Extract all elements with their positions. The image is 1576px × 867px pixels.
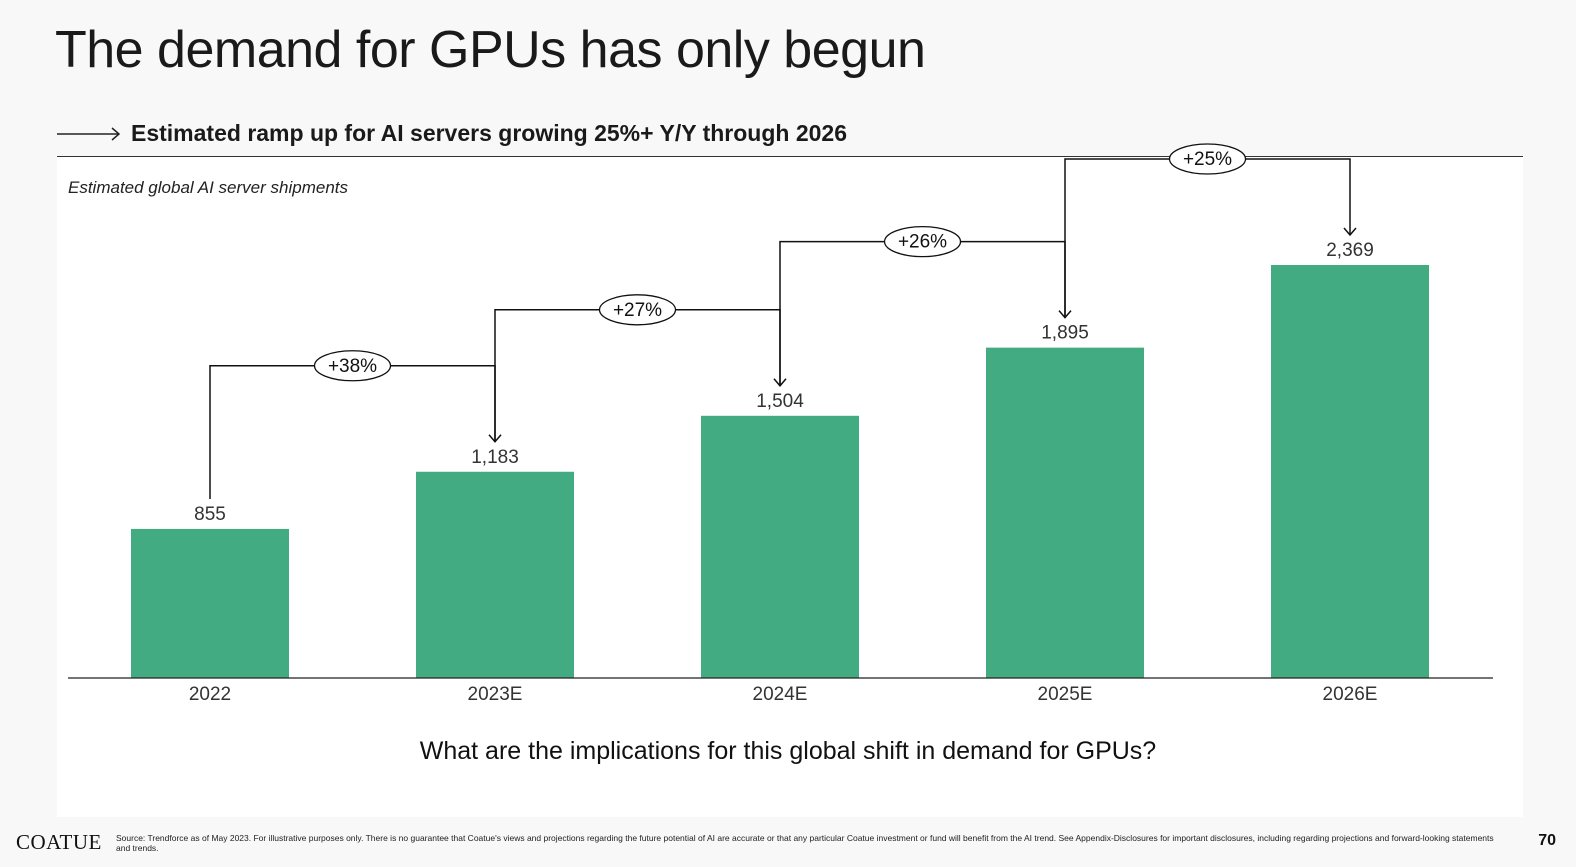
- growth-label: +38%: [328, 356, 377, 377]
- growth-label: +25%: [1183, 149, 1232, 170]
- x-tick-label: 2026E: [1323, 684, 1378, 705]
- source-footnote: Source: Trendforce as of May 2023. For i…: [116, 833, 1494, 853]
- bar-2024E: [701, 415, 859, 678]
- subtitle: Estimated ramp up for AI servers growing…: [131, 120, 847, 146]
- growth-arrowhead: [1343, 227, 1357, 237]
- divider: [57, 156, 1523, 157]
- chart-caption: Estimated global AI server shipments: [68, 178, 348, 197]
- x-tick-label: 2023E: [468, 684, 523, 705]
- page-title: The demand for GPUs has only begun: [55, 21, 926, 79]
- growth-badge: [598, 294, 677, 326]
- bar-2023E: [416, 471, 574, 678]
- bar-2025E: [986, 347, 1144, 678]
- arrow-right-icon: [57, 126, 121, 141]
- value-label: 2,369: [1326, 240, 1374, 261]
- bar-2026E: [1271, 265, 1429, 678]
- growth-badge: [313, 350, 392, 382]
- bar-2022: [131, 528, 289, 678]
- value-label: 855: [194, 504, 226, 525]
- x-tick-label: 2024E: [753, 684, 808, 705]
- growth-label: +26%: [898, 232, 947, 253]
- coatue-logo: COATUE: [16, 830, 102, 854]
- x-tick-label: 2022: [189, 684, 231, 705]
- subtitle-row: Estimated ramp up for AI servers growing…: [57, 120, 1523, 147]
- growth-label: +27%: [613, 300, 662, 321]
- x-tick-label: 2025E: [1038, 684, 1093, 705]
- value-label: 1,183: [471, 447, 519, 468]
- value-label: 1,895: [1041, 323, 1089, 344]
- growth-badge: [883, 225, 962, 258]
- value-label: 1,504: [756, 391, 804, 412]
- page-number: 70: [1538, 832, 1556, 849]
- implications-question: What are the implications for this globa…: [419, 737, 1157, 765]
- growth-badge: [1168, 143, 1247, 175]
